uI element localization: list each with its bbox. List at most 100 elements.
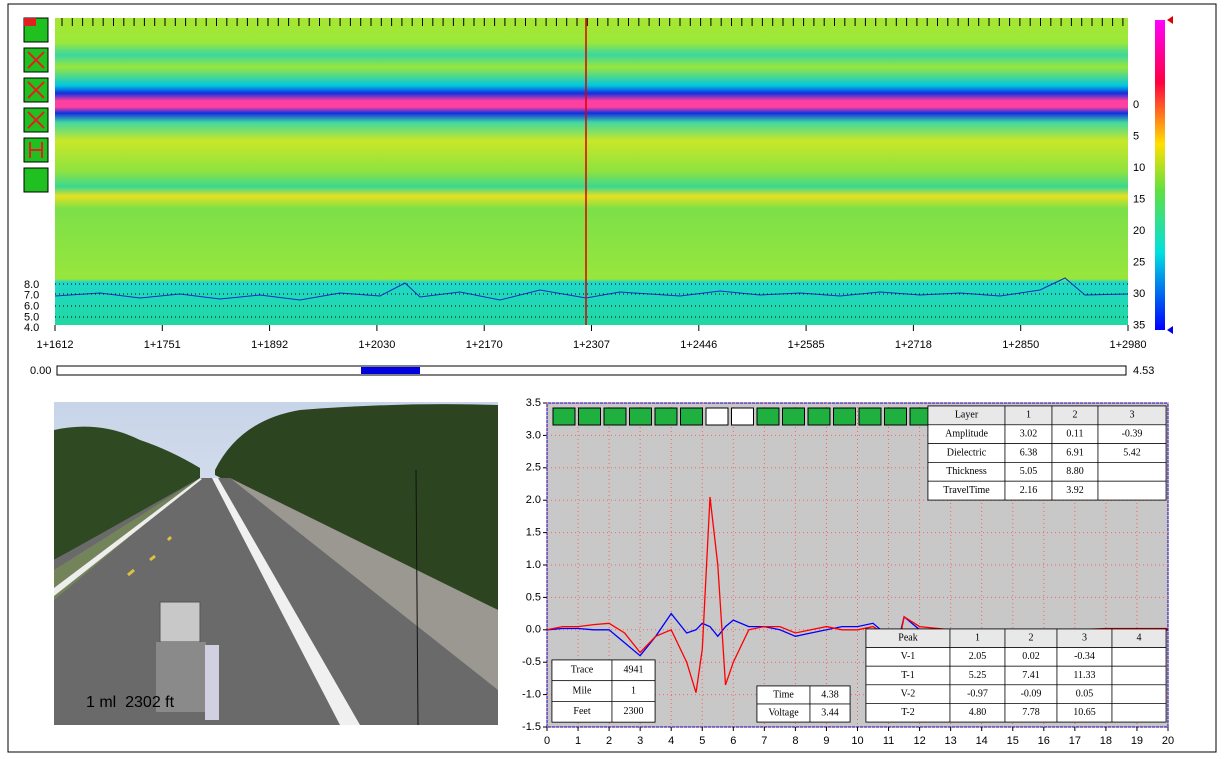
table-cell xyxy=(1112,703,1166,722)
plot-tool-button[interactable] xyxy=(885,408,907,425)
table-cell xyxy=(1112,666,1166,685)
table-text: 2300 xyxy=(624,706,644,717)
table-text: 5.42 xyxy=(1123,447,1141,458)
plot-tool-button[interactable] xyxy=(579,408,601,425)
station-label: 1+2585 xyxy=(788,339,825,351)
scale-label: 35 xyxy=(1133,319,1145,331)
table-text: Thickness xyxy=(946,466,987,477)
table-cell xyxy=(1112,648,1166,667)
table-cell xyxy=(1098,481,1166,500)
table-cell xyxy=(1098,462,1166,481)
table-text: 7.41 xyxy=(1022,670,1040,681)
table-text: 6.91 xyxy=(1066,447,1084,458)
table-text: T-2 xyxy=(901,707,915,718)
x-tick-label: 5 xyxy=(699,735,705,747)
table-text: 4.80 xyxy=(969,707,987,718)
table-text: -0.09 xyxy=(1021,688,1042,699)
plot-tool-button[interactable] xyxy=(808,408,830,425)
scroll-bar[interactable] xyxy=(57,366,1126,375)
x-tick-label: 17 xyxy=(1069,735,1081,747)
x-tick-label: 18 xyxy=(1100,735,1112,747)
x-tick-label: 4 xyxy=(668,735,674,747)
app-window: 8.07.06.05.04.0051015202530351+16121+175… xyxy=(0,0,1225,761)
table-text: T-1 xyxy=(901,670,915,681)
table-text: 3.02 xyxy=(1020,428,1038,439)
x-tick-label: 12 xyxy=(913,735,925,747)
station-label: 1+1751 xyxy=(144,339,181,351)
scale-label: 15 xyxy=(1133,193,1145,205)
x-tick-label: 14 xyxy=(976,735,988,747)
y-tick-label: -0.5 xyxy=(522,656,541,668)
scale-label: 30 xyxy=(1133,288,1145,300)
table-text: V-2 xyxy=(901,688,916,699)
table-text: 3.92 xyxy=(1066,485,1084,496)
table-text: 4 xyxy=(1137,633,1142,644)
scale-label: 10 xyxy=(1133,162,1145,174)
table-text: 2.05 xyxy=(969,651,987,662)
color-bar xyxy=(1155,20,1165,330)
table-text: 1 xyxy=(975,633,980,644)
plot-toolbar xyxy=(553,408,932,425)
photo-caption: 1 ml 2302 ft xyxy=(86,694,175,711)
x-tick-label: 3 xyxy=(637,735,643,747)
y-tick-label: -1.5 xyxy=(522,721,541,733)
table-text: -0.97 xyxy=(967,688,988,699)
plot-tool-button[interactable] xyxy=(604,408,626,425)
table-text: Mile xyxy=(573,685,592,696)
station-label: 1+1892 xyxy=(251,339,288,351)
plot-tool-button[interactable] xyxy=(859,408,881,425)
plot-tool-button[interactable] xyxy=(783,408,805,425)
y-tick-label: 0.5 xyxy=(526,591,541,603)
table-text: 5.25 xyxy=(969,670,987,681)
table-text: Feet xyxy=(573,706,590,717)
table-text: 0.05 xyxy=(1076,688,1094,699)
scale-label: 20 xyxy=(1133,225,1145,237)
plot-tool-button[interactable] xyxy=(655,408,677,425)
table-text: Peak xyxy=(898,633,917,644)
y-tick-label: 2.5 xyxy=(526,462,541,474)
x-tick-label: 16 xyxy=(1038,735,1050,747)
station-label: 1+2446 xyxy=(680,339,717,351)
plot-tool-button[interactable] xyxy=(732,408,754,425)
station-label: 1+2980 xyxy=(1109,339,1146,351)
y-tick-label: 1.5 xyxy=(526,527,541,539)
plot-tool-button[interactable] xyxy=(553,408,575,425)
plot-tool-button[interactable] xyxy=(757,408,779,425)
plot-tool-button[interactable] xyxy=(630,408,652,425)
tool-button[interactable] xyxy=(24,168,48,192)
table-text: 5.05 xyxy=(1020,466,1038,477)
table-text: -0.39 xyxy=(1122,428,1143,439)
table-text: 11.33 xyxy=(1073,670,1095,681)
road-photo: 1 ml 2302 ft xyxy=(54,402,498,725)
x-tick-label: 1 xyxy=(575,735,581,747)
x-tick-label: 9 xyxy=(823,735,829,747)
table-text: 1 xyxy=(631,685,636,696)
plot-tool-button[interactable] xyxy=(706,408,728,425)
table-text: TravelTime xyxy=(943,485,990,496)
scroll-thumb[interactable] xyxy=(361,367,420,374)
table-text: Layer xyxy=(955,410,979,421)
table-text: 2 xyxy=(1029,633,1034,644)
x-tick-label: 19 xyxy=(1131,735,1143,747)
table-text: 4941 xyxy=(624,665,644,676)
table-text: -0.34 xyxy=(1074,651,1095,662)
x-tick-label: 11 xyxy=(883,735,894,747)
x-tick-label: 7 xyxy=(761,735,767,747)
depth-label: 4.0 xyxy=(24,322,39,334)
scale-label: 0 xyxy=(1133,99,1139,111)
station-label: 1+1612 xyxy=(36,339,73,351)
table-text: V-1 xyxy=(901,651,916,662)
table-text: 3.44 xyxy=(821,707,839,718)
table-text: 4.38 xyxy=(821,689,839,700)
table-text: 0.02 xyxy=(1022,651,1040,662)
plot-tool-button[interactable] xyxy=(681,408,703,425)
x-tick-label: 20 xyxy=(1162,735,1174,747)
y-tick-label: 2.0 xyxy=(526,494,541,506)
x-tick-label: 6 xyxy=(730,735,736,747)
table-text: 2 xyxy=(1073,410,1078,421)
x-tick-label: 13 xyxy=(945,735,957,747)
station-label: 1+2718 xyxy=(895,339,932,351)
x-tick-label: 8 xyxy=(792,735,798,747)
x-tick-label: 10 xyxy=(851,735,863,747)
plot-tool-button[interactable] xyxy=(834,408,856,425)
